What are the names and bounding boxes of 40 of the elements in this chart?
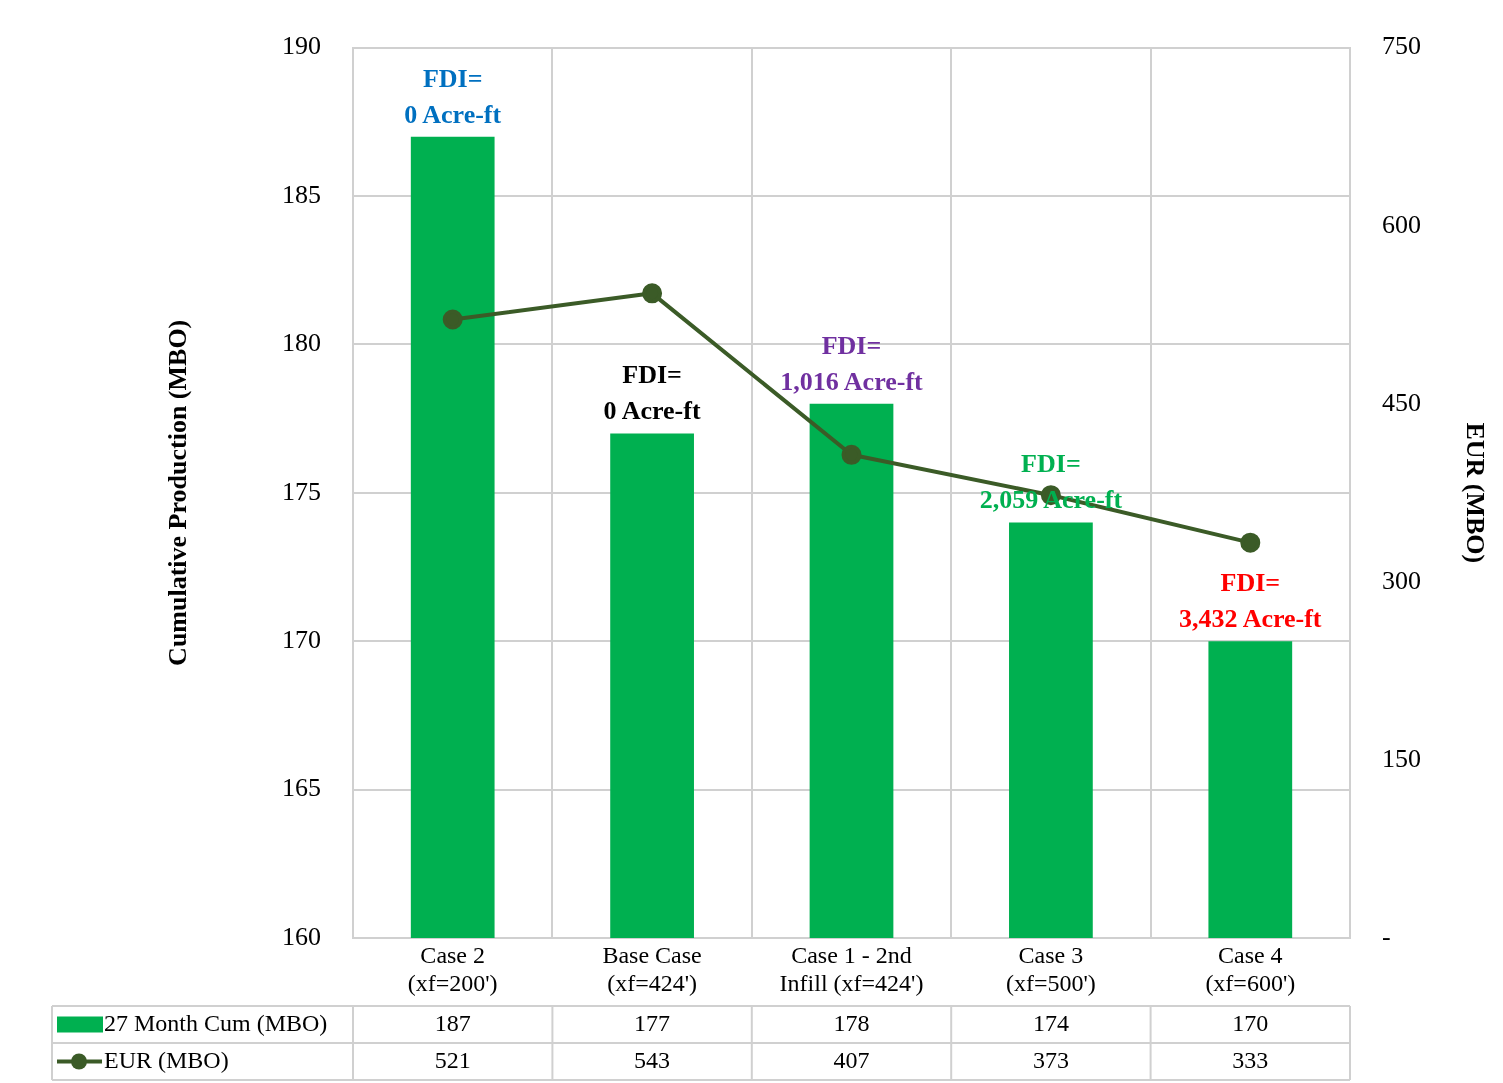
data-label: 373 [1032,1046,1069,1073]
point [442,309,463,330]
y-tick-label: 190 [282,31,321,61]
data-label: 174 [1032,1009,1069,1036]
data-label: 170 [1232,1009,1269,1036]
y-tick-label: 170 [282,625,321,655]
legend-label: EUR (MBO) [104,1046,229,1073]
y-tick-label: 185 [282,179,321,209]
y2-axis-title: EUR (MBO) [1460,422,1490,564]
y-tick-label: 180 [282,328,321,358]
y-tick-label: 175 [282,476,321,506]
y-tick-label: 165 [282,773,321,803]
x-tick-label: Base Case (xf=424') [602,941,702,997]
y2-tick-label: 450 [1382,387,1421,417]
x-tick-label: Case 4 (xf=600') [1205,941,1296,997]
data-label: 177 [634,1009,671,1036]
legend-label: 27 Month Cum (MBO) [104,1009,328,1036]
data-label: 333 [1232,1046,1269,1073]
annotation: FDI= 0 Acre-ft [603,360,701,426]
annotation: FDI= 3,432 Acre-ft [1179,568,1322,634]
x-tick-label: Case 1 - 2nd Infill (xf=424') [779,941,924,997]
annotation: FDI= 1,016 Acre-ft [780,330,924,396]
y-axis-title: Cumulative Production (MBO) [163,319,193,666]
data-label: 543 [634,1046,671,1073]
data-label: 178 [833,1009,870,1036]
y-tick-label: 160 [282,921,321,951]
point [841,444,862,465]
x-tick-label: Case 3 (xf=500') [1005,941,1096,997]
y2-tick-label: 300 [1382,565,1421,595]
x-tick-label: Case 2 (xf=200') [407,941,498,997]
point [642,283,663,304]
y2-tick-label: 750 [1382,31,1421,61]
point [1240,532,1261,553]
y2-tick-label: - [1382,921,1391,951]
annotation: FDI= 0 Acre-ft [404,63,502,129]
data-label: 407 [833,1046,870,1073]
y2-tick-label: 150 [1382,743,1421,773]
data-label: 521 [434,1046,471,1073]
y2-tick-label: 600 [1382,209,1421,239]
data-label: 187 [434,1009,471,1036]
